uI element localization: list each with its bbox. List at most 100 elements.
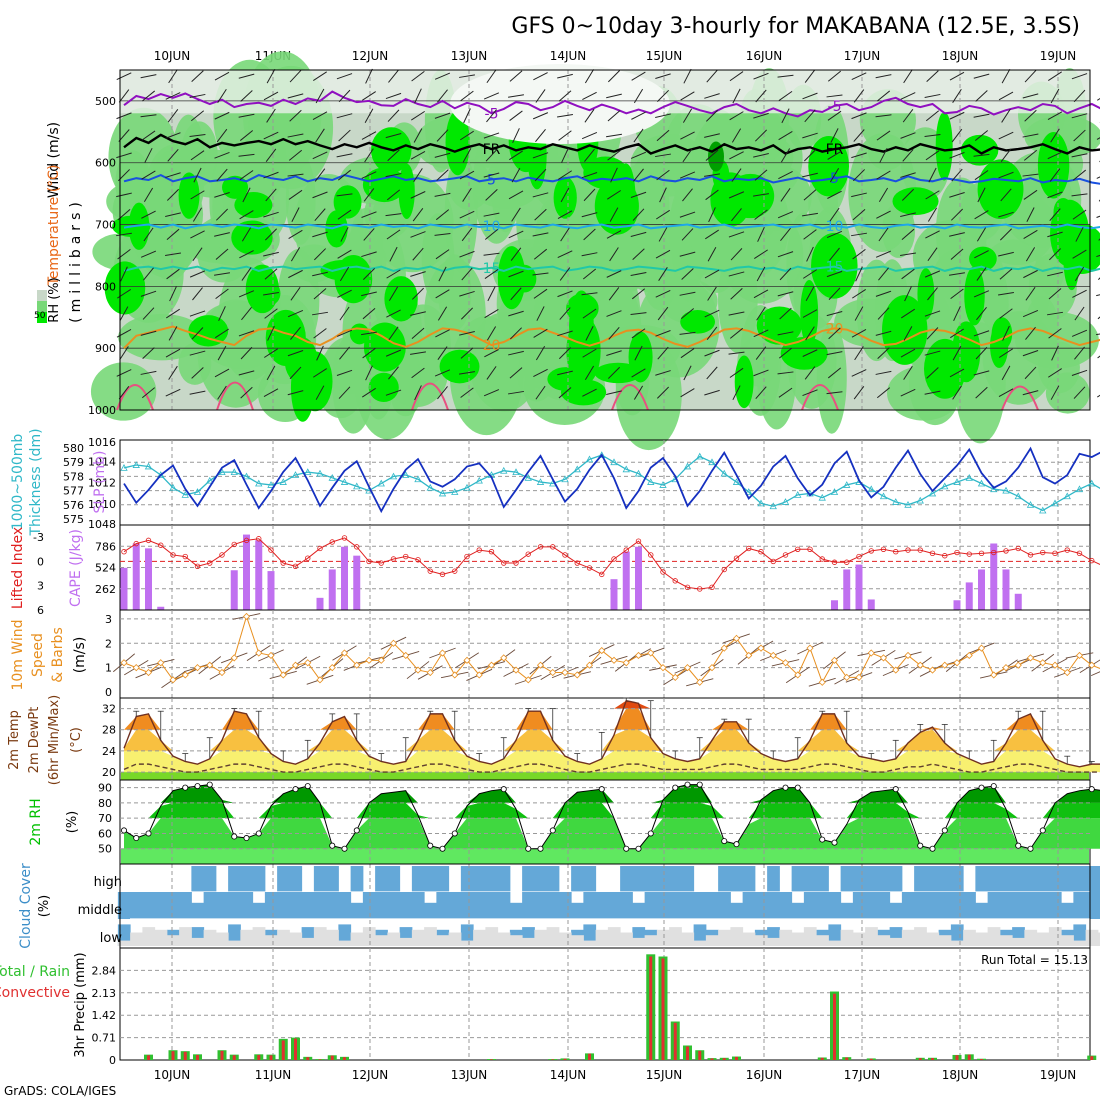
date-label-bottom: 15JUN bbox=[646, 1068, 683, 1082]
wind-barb bbox=[852, 249, 866, 260]
wind-speed-point bbox=[1088, 661, 1096, 669]
cloud-clear-cell bbox=[228, 940, 241, 946]
cloud-cell bbox=[460, 866, 474, 892]
rh2m-point bbox=[500, 786, 507, 793]
cape-bar bbox=[243, 534, 250, 610]
wind-barb bbox=[561, 147, 569, 163]
wind-panel: 0 1 2 3 10m Wind Speed & Barbs (m/s) bbox=[10, 609, 1100, 699]
rh2m-point bbox=[341, 845, 348, 852]
wind-barb bbox=[192, 247, 203, 262]
wind-speed-point bbox=[928, 666, 937, 674]
li-point bbox=[1089, 557, 1095, 564]
wind-barb bbox=[680, 91, 695, 101]
wind-barb bbox=[607, 366, 621, 379]
thickness-point bbox=[622, 465, 630, 473]
cloud-clear-cell bbox=[1085, 929, 1099, 946]
wind-barb bbox=[607, 110, 621, 122]
wind-barb bbox=[1022, 173, 1039, 177]
cloud-clear-cell bbox=[277, 929, 290, 946]
cape-bar bbox=[267, 571, 275, 610]
wind-barb bbox=[486, 109, 497, 123]
wind-barb bbox=[705, 109, 719, 122]
wind-barb bbox=[657, 306, 669, 321]
wind-barb bbox=[974, 250, 989, 259]
thickness-point bbox=[977, 479, 986, 487]
cloud-cell bbox=[460, 892, 474, 919]
cloud-cell bbox=[852, 866, 866, 892]
wind-barb bbox=[583, 188, 596, 202]
wind-barb bbox=[924, 350, 941, 356]
wind-barb bbox=[610, 167, 618, 183]
thickness-point bbox=[892, 498, 900, 505]
wind-barb bbox=[533, 328, 548, 338]
cloud-clear-cell bbox=[889, 937, 903, 946]
thickness-point bbox=[500, 466, 508, 474]
wind-barb bbox=[1000, 188, 1012, 202]
wind-barb bbox=[803, 229, 817, 240]
cloud-clear-cell bbox=[387, 932, 401, 946]
wind-barb bbox=[191, 367, 204, 379]
thickness-point bbox=[512, 468, 520, 476]
isotherm-line bbox=[123, 90, 1100, 118]
wind-barb bbox=[951, 128, 963, 143]
wind-barb bbox=[411, 367, 425, 379]
wind-barb bbox=[462, 148, 472, 163]
wind-barb bbox=[119, 306, 129, 321]
rh2m-axis-title: 2m RH bbox=[28, 798, 44, 845]
wind-barb bbox=[634, 345, 643, 361]
precip-convective-bar bbox=[171, 1051, 175, 1060]
slp-tick-label: 1016 bbox=[88, 436, 116, 449]
wind-barb bbox=[1047, 191, 1063, 199]
wind-barb bbox=[557, 210, 573, 219]
wind-barb bbox=[533, 288, 548, 299]
wind-barb bbox=[411, 287, 425, 300]
wind-barb bbox=[851, 232, 867, 237]
wind-barb bbox=[777, 331, 794, 336]
wind-barb bbox=[535, 128, 546, 143]
li-point bbox=[893, 549, 899, 555]
thickness-point bbox=[316, 469, 324, 477]
cloud-cell bbox=[718, 892, 731, 919]
wind-speed-point bbox=[1075, 651, 1084, 660]
cloud-cell bbox=[718, 866, 731, 892]
cloud-cell bbox=[154, 892, 168, 919]
wind-barb bbox=[361, 291, 377, 297]
rh2m-point bbox=[929, 845, 936, 852]
thickness-point bbox=[1039, 506, 1047, 514]
wind-barb bbox=[486, 69, 497, 84]
wind-barb bbox=[656, 89, 670, 102]
wind-barb bbox=[630, 191, 647, 198]
wind-barb bbox=[903, 365, 913, 380]
wind-barb bbox=[606, 230, 622, 239]
isotherm-line bbox=[123, 174, 1100, 185]
wind-barb bbox=[802, 349, 818, 357]
rh2m-point bbox=[978, 784, 985, 791]
thickness-point bbox=[279, 478, 287, 485]
wind-barb bbox=[631, 328, 646, 339]
cloud-cell bbox=[252, 866, 266, 892]
thickness-tick-label: 578 bbox=[63, 470, 84, 483]
thickness-point bbox=[463, 483, 471, 491]
wind-barb bbox=[140, 114, 157, 118]
wind-barb bbox=[264, 308, 278, 319]
cloud-cell bbox=[656, 866, 670, 892]
rh-legend-swatch-2 bbox=[37, 301, 47, 312]
wind-barb bbox=[459, 290, 475, 297]
thickness-point bbox=[867, 485, 875, 493]
thickness-point bbox=[561, 475, 569, 483]
cloud-cell bbox=[522, 866, 535, 892]
rh-region-70 bbox=[90, 362, 157, 421]
wind-speed-point bbox=[916, 661, 924, 669]
wind-barb bbox=[437, 306, 448, 321]
wind-barb bbox=[238, 290, 255, 298]
wind-barb bbox=[900, 132, 916, 139]
wind-barb bbox=[192, 207, 203, 222]
wind-barb bbox=[141, 90, 156, 102]
wind-barb bbox=[754, 169, 768, 181]
wind-barb bbox=[388, 366, 399, 380]
wind-barb bbox=[777, 291, 794, 297]
wind-barb bbox=[927, 247, 938, 262]
precip-convective-bar bbox=[220, 1050, 224, 1060]
cloud-cell bbox=[681, 892, 695, 919]
